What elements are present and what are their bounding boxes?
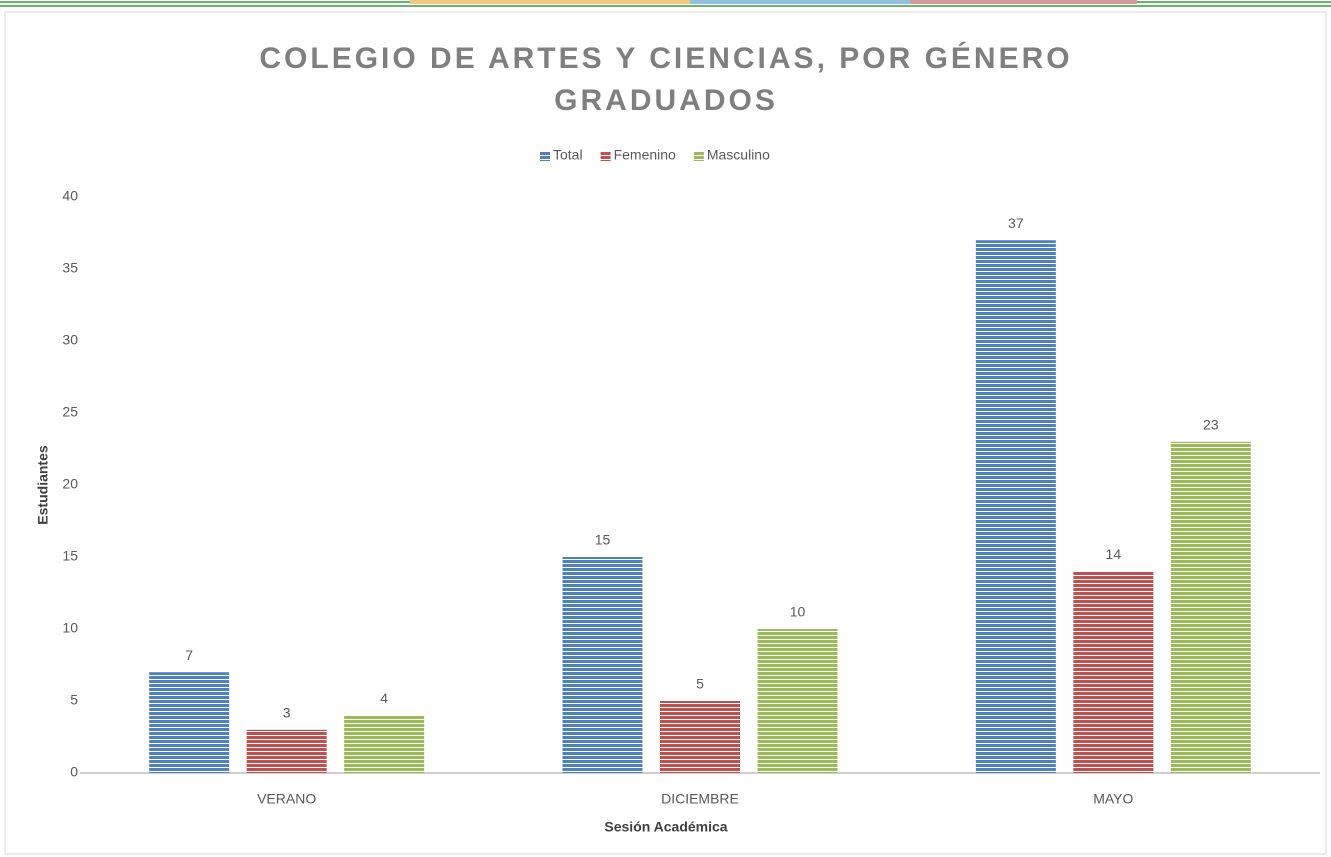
- x-tick-label: DICIEMBRE: [661, 791, 739, 807]
- chart-title: COLEGIO DE ARTES Y CIENCIAS, POR GÉNERO: [259, 41, 1072, 75]
- bar: [975, 240, 1056, 773]
- legend-label: Femenino: [614, 147, 676, 163]
- data-label: 10: [790, 604, 806, 620]
- x-axis-title: Sesión Académica: [604, 819, 727, 835]
- header-decoration: [0, 0, 1331, 7]
- legend-label: Total: [553, 147, 583, 163]
- data-label: 3: [283, 705, 291, 721]
- y-tick-label: 0: [70, 764, 78, 780]
- y-axis-title: Estudiantes: [35, 445, 51, 525]
- legend-label: Masculino: [707, 147, 770, 163]
- data-label: 15: [595, 532, 611, 548]
- data-label: 4: [380, 690, 388, 706]
- data-label: 14: [1106, 546, 1122, 562]
- bar: [246, 729, 327, 773]
- bar: [660, 701, 740, 773]
- y-tick-label: 5: [70, 692, 78, 708]
- y-tick-label: 30: [62, 332, 78, 348]
- y-tick-label: 35: [62, 260, 78, 276]
- legend: Total Femenino Masculino: [540, 147, 770, 163]
- bar: [562, 557, 643, 773]
- chart-border: [4, 11, 1327, 855]
- bar: [757, 629, 838, 773]
- data-label: 5: [696, 676, 704, 692]
- y-tick-label: 20: [62, 476, 78, 492]
- bar: [1170, 441, 1251, 773]
- y-tick-label: 15: [62, 548, 78, 564]
- bar: [149, 672, 230, 773]
- data-label: 37: [1008, 215, 1024, 231]
- bar: [344, 715, 425, 773]
- y-tick-label: 10: [62, 620, 78, 636]
- legend-swatch: [693, 151, 704, 161]
- y-tick-label: 25: [62, 404, 78, 420]
- legend-swatch: [600, 151, 611, 161]
- x-tick-label: VERANO: [257, 791, 316, 807]
- x-tick-label: MAYO: [1093, 791, 1133, 807]
- legend-swatch: [540, 151, 550, 161]
- data-label: 23: [1203, 417, 1219, 433]
- data-label: 7: [185, 647, 193, 663]
- y-tick-label: 40: [62, 188, 78, 204]
- bar: [1073, 571, 1154, 773]
- chart-subtitle: GRADUADOS: [554, 84, 778, 117]
